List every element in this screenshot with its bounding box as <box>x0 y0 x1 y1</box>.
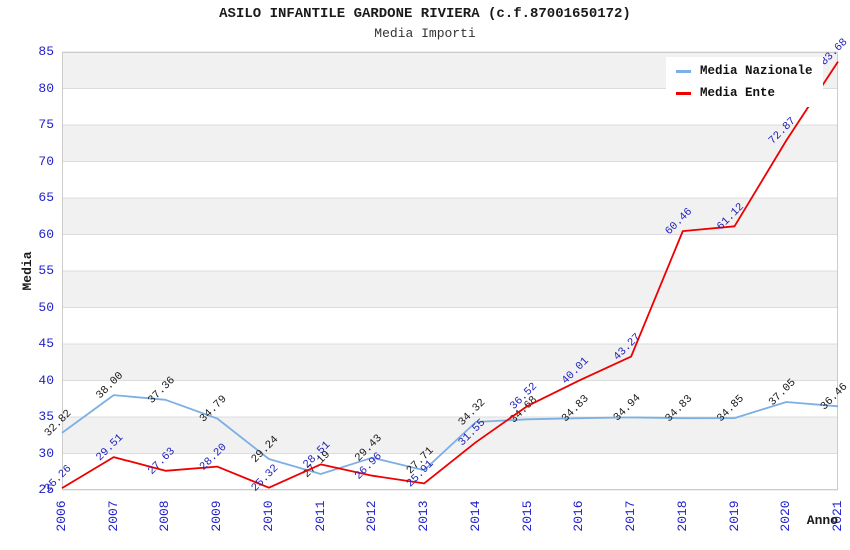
y-tick-label: 30 <box>38 445 54 461</box>
y-tick-label: 75 <box>38 117 54 132</box>
chart-title: ASILO INFANTILE GARDONE RIVIERA (c.f.870… <box>219 6 631 22</box>
y-tick-label: 55 <box>38 263 54 278</box>
chart-subtitle: Media Importi <box>374 26 476 41</box>
x-tick-label: 2011 <box>312 500 328 532</box>
y-tick-label: 80 <box>38 80 54 96</box>
plot-band <box>62 453 838 490</box>
x-tick-label: 2012 <box>364 500 380 532</box>
y-tick-label: 45 <box>38 336 54 351</box>
y-tick-label: 60 <box>38 226 54 242</box>
x-tick-label: 2010 <box>260 500 276 532</box>
x-axis-title: Anno <box>806 513 838 528</box>
plot-band <box>62 125 838 162</box>
x-tick-label: 2006 <box>54 500 69 532</box>
series-line-media-ente <box>61 61 839 489</box>
y-tick-label: 35 <box>38 409 54 424</box>
y-tick-label: 85 <box>38 44 54 59</box>
media-ente-line-swatch <box>676 91 691 95</box>
plot-band <box>62 271 838 308</box>
x-tick-label: 2016 <box>571 500 587 532</box>
x-tick-label: 2019 <box>726 500 742 532</box>
legend-item-media-nazionale: Media Nazionale <box>676 64 813 78</box>
x-tick-label: 2018 <box>674 500 690 532</box>
plot-band <box>62 161 838 198</box>
plot-band <box>62 307 838 344</box>
x-tick-label: 2008 <box>157 500 173 532</box>
plot-band <box>62 380 838 417</box>
x-tick-label: 2013 <box>416 500 432 532</box>
x-tick-label: 2017 <box>623 500 639 532</box>
plot-area: 32.82 38.00 37.36 34.79 29.24 27.19 29.43 27.71… <box>43 36 850 494</box>
y-tick-label: 25 <box>38 482 54 497</box>
plot-band <box>62 344 838 381</box>
plot-band <box>62 417 838 454</box>
y-tick-label: 50 <box>38 299 54 315</box>
y-tick-label: 40 <box>38 372 54 388</box>
plot-band <box>62 234 838 271</box>
chart-legend: Media Nazionale Media Ente <box>666 57 823 107</box>
legend-label-media-ente: Media Ente <box>700 86 776 100</box>
legend-item-media-ente: Media Ente <box>676 86 813 100</box>
legend-label-media-nazionale: Media Nazionale <box>700 64 813 78</box>
x-tick-label: 2007 <box>105 500 121 532</box>
y-tick-label: 70 <box>38 153 54 169</box>
plot-border <box>62 52 838 490</box>
media-nazionale-line-swatch <box>676 69 691 73</box>
x-tick-label: 2014 <box>467 500 483 532</box>
x-tick-label: 2015 <box>519 500 535 532</box>
x-tick-label: 2009 <box>209 500 225 532</box>
series-line-media-nazionale <box>61 394 839 475</box>
y-tick-label: 65 <box>38 190 54 205</box>
